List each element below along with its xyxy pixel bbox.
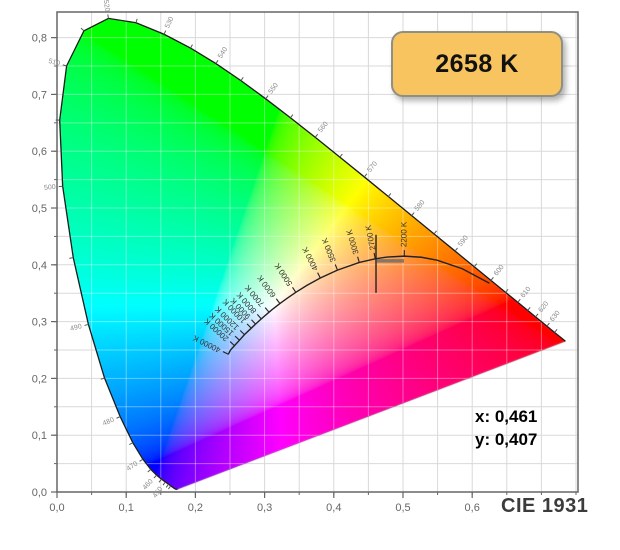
svg-text:0,4: 0,4 — [326, 502, 341, 514]
svg-text:450: 450 — [152, 486, 165, 500]
svg-text:0,0: 0,0 — [32, 487, 47, 499]
svg-text:580: 580 — [414, 199, 427, 213]
svg-text:0,7: 0,7 — [32, 89, 47, 101]
svg-text:530: 530 — [164, 16, 175, 30]
xy-readout: x: 0,461 y: 0,407 — [475, 405, 537, 451]
svg-text:560: 560 — [317, 121, 330, 135]
svg-text:2200 K: 2200 K — [399, 221, 408, 247]
svg-text:490: 490 — [70, 323, 83, 333]
svg-text:480: 480 — [102, 417, 116, 428]
x-coordinate-value: x: 0,461 — [475, 407, 538, 426]
cct-badge-value: 2658 K — [435, 49, 519, 78]
diagram-title: CIE 1931 — [501, 495, 589, 517]
svg-text:610: 610 — [520, 286, 533, 300]
svg-text:460: 460 — [142, 478, 155, 491]
cct-badge: 2658 K — [391, 31, 563, 97]
svg-text:0,2: 0,2 — [188, 502, 203, 514]
svg-text:0,1: 0,1 — [119, 502, 134, 514]
svg-text:550: 550 — [267, 82, 280, 96]
svg-text:4000 K: 4000 K — [300, 245, 320, 272]
svg-text:0,5: 0,5 — [395, 502, 410, 514]
svg-text:0,5: 0,5 — [32, 203, 47, 215]
svg-text:520: 520 — [102, 0, 111, 12]
svg-text:0,4: 0,4 — [32, 260, 47, 272]
svg-text:540: 540 — [217, 46, 229, 60]
svg-text:0,2: 0,2 — [32, 373, 47, 385]
svg-text:500: 500 — [44, 184, 56, 192]
svg-text:470: 470 — [126, 460, 140, 472]
svg-text:0,6: 0,6 — [32, 146, 47, 158]
svg-text:0,3: 0,3 — [257, 502, 272, 514]
svg-text:630: 630 — [549, 310, 562, 324]
svg-text:0,8: 0,8 — [32, 33, 47, 45]
svg-text:600: 600 — [493, 264, 506, 278]
svg-text:510: 510 — [48, 58, 61, 68]
svg-text:590: 590 — [457, 235, 470, 249]
svg-text:570: 570 — [366, 160, 379, 174]
planckian-locus — [227, 255, 490, 355]
svg-text:3500 K: 3500 K — [320, 236, 338, 264]
svg-text:0,3: 0,3 — [32, 317, 47, 329]
svg-text:620: 620 — [537, 300, 550, 314]
svg-text:0,0: 0,0 — [49, 502, 64, 514]
svg-text:0,1: 0,1 — [32, 430, 47, 442]
y-coordinate-value: y: 0,407 — [475, 430, 538, 449]
svg-text:3000 K: 3000 K — [345, 228, 361, 256]
svg-text:0,6: 0,6 — [465, 502, 480, 514]
